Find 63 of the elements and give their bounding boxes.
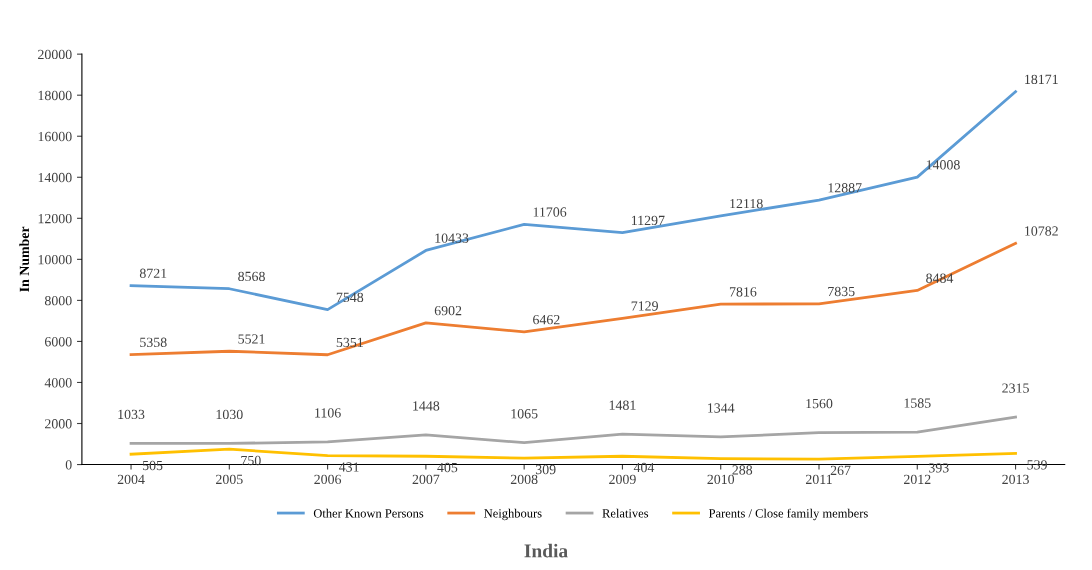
x-tick-label: 2013 (1002, 474, 1029, 485)
y-tick-label: 8000 (44, 295, 72, 306)
x-tick-label: 2011 (805, 474, 832, 485)
data-label: 10433 (435, 233, 469, 243)
y-tick-label: 12000 (38, 213, 72, 224)
line-series (129, 241, 1017, 357)
data-label: 7816 (729, 287, 757, 297)
data-label: 5358 (140, 337, 167, 347)
data-label: 11297 (632, 215, 665, 226)
y-axis-title: In Number (19, 226, 30, 292)
data-label: 6902 (434, 305, 462, 316)
data-label: 1033 (118, 409, 145, 420)
y-tick-label: 14000 (38, 172, 72, 183)
y-tick-label: 0 (65, 460, 72, 470)
data-label: 750 (241, 455, 261, 466)
data-label: 288 (732, 465, 753, 475)
data-label: 1106 (315, 408, 341, 418)
data-label: 404 (633, 462, 655, 473)
data-label: 2315 (1002, 383, 1029, 393)
x-tick-label: 2009 (609, 474, 636, 485)
x-tick-label: 2006 (314, 474, 342, 485)
data-label: 405 (437, 462, 458, 473)
text: India (524, 543, 568, 558)
data-label: 1448 (413, 401, 440, 411)
data-label: 1344 (708, 403, 735, 413)
legend-label: Relatives (602, 508, 649, 518)
y-tick-label: 10000 (38, 254, 72, 265)
y-tick-label: 16000 (38, 131, 72, 142)
y-tick-label: 2000 (45, 419, 72, 429)
data-label: 1030 (216, 409, 243, 420)
legend-label: Neighbours (484, 508, 542, 521)
y-tick-label: 20000 (38, 49, 72, 60)
data-label: 11706 (533, 207, 567, 217)
data-label: 393 (929, 463, 949, 473)
data-label: 1585 (904, 398, 931, 408)
x-tick-label: 2007 (412, 474, 440, 485)
data-label: 5521 (238, 334, 265, 344)
data-label: 1065 (511, 409, 538, 419)
x-tick-label: 2004 (117, 474, 145, 485)
x-tick-label: 2008 (510, 474, 538, 485)
x-tick-label: 2010 (707, 474, 735, 485)
data-label: 8721 (139, 268, 167, 278)
data-label: 7129 (631, 301, 658, 311)
data-label: 1481 (609, 400, 636, 410)
data-label: 6462 (533, 314, 560, 325)
legend-label: Parents / Close family members (708, 508, 868, 521)
data-label: 5351 (336, 337, 363, 348)
x-tick-label: 2012 (904, 474, 931, 485)
legend-label: Other Known Persons (313, 508, 424, 518)
y-tick-label: 4000 (44, 378, 72, 388)
data-label: 309 (535, 464, 556, 475)
data-label: 12887 (828, 183, 862, 193)
y-tick-label: 18000 (38, 90, 72, 101)
data-label: 10782 (1025, 226, 1058, 236)
data-label: 7835 (828, 286, 855, 297)
data-label: 431 (338, 462, 359, 472)
data-label: 267 (830, 465, 851, 476)
data-label: 12118 (730, 198, 763, 209)
data-label: 1560 (806, 398, 833, 409)
data-label: 8568 (238, 271, 265, 282)
data-label: 18171 (1025, 74, 1058, 85)
y-tick-label: 6000 (45, 337, 72, 347)
x-tick-label: 2005 (216, 474, 243, 485)
